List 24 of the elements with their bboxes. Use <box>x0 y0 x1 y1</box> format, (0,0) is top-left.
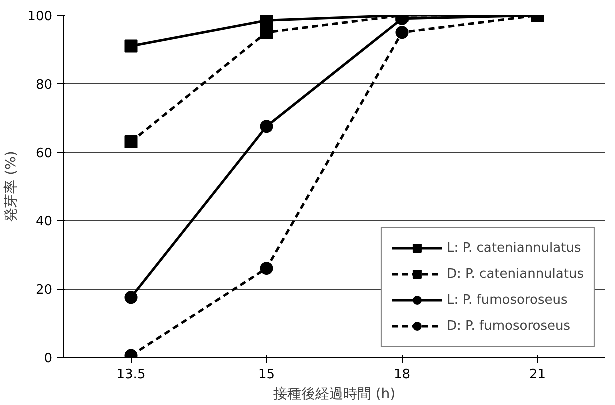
y-tick-label: 80 <box>36 78 53 93</box>
point <box>260 120 274 134</box>
point <box>124 291 138 304</box>
x-axis-title: 接種後経過時間 (h) <box>273 386 396 402</box>
y-axis-title: 発芽率 (%) <box>4 151 20 222</box>
point <box>124 136 138 149</box>
x-tick-label: 15 <box>258 368 276 382</box>
x-tick-label: 18 <box>394 368 411 382</box>
point <box>260 16 274 28</box>
y-tick-label: 100 <box>28 10 53 24</box>
point <box>260 26 274 40</box>
y-tick-label: 40 <box>36 214 53 230</box>
x-tick-label: 13.5 <box>116 368 146 382</box>
y-tick-label: 20 <box>36 283 53 298</box>
x-tick-label: 21 <box>529 368 546 382</box>
point <box>124 40 138 53</box>
legend-label: D: P. cateniannulatus <box>446 266 584 282</box>
y-tick-label: 60 <box>36 146 53 162</box>
legend-label: D: P. fumosoroseus <box>446 318 571 334</box>
legend-label: L: P. cateniannulatus <box>446 240 582 256</box>
legend-label: L: P. fumosoroseus <box>446 292 568 308</box>
y-tick-label: 0 <box>44 352 53 366</box>
point <box>260 262 274 276</box>
point <box>396 26 409 40</box>
